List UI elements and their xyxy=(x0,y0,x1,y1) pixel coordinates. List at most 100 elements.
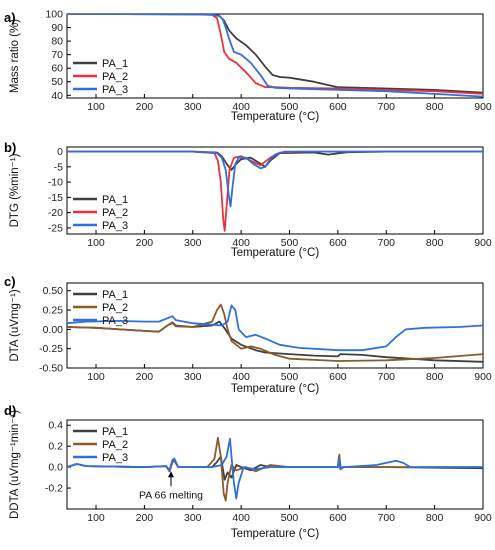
legend-label: PA_1 xyxy=(102,426,128,438)
x-tick-label: 500 xyxy=(281,512,299,524)
legend-label: PA_2 xyxy=(102,207,128,219)
x-tick-label: 300 xyxy=(184,237,202,249)
legend-label: PA_2 xyxy=(102,71,128,83)
x-tick-label: 500 xyxy=(281,371,299,383)
x-tick-label: 200 xyxy=(136,237,154,249)
x-tick-label: 700 xyxy=(377,237,395,249)
panel-b: 100 200 300 400 500 600 700 800 900 -25 -20 -15 -10 -… xyxy=(4,140,492,259)
series-line-pa-3 xyxy=(67,150,483,208)
x-tick-label: 800 xyxy=(426,237,444,249)
series-line-pa-3 xyxy=(67,14,483,98)
y-tick-label: 40 xyxy=(51,90,63,102)
x-tick-label: 300 xyxy=(184,512,202,524)
plot-frame xyxy=(66,13,484,99)
legend-label: PA_1 xyxy=(102,289,128,301)
y-axis-label: DDTA (uVmg⁻¹min⁻¹) xyxy=(9,410,21,519)
x-tick-label: 700 xyxy=(377,371,395,383)
panel-c: 100 200 300 400 500 600 700 800 900 -0.50 -0.25 0.0… xyxy=(4,274,492,395)
x-tick-label: 500 xyxy=(281,101,299,113)
x-tick-label: 400 xyxy=(232,101,250,113)
x-tick-label: 100 xyxy=(87,237,105,249)
x-tick-label: 900 xyxy=(474,101,492,113)
y-tick-label: 0 xyxy=(57,146,63,158)
y-tick-label: -0.25 xyxy=(39,343,63,355)
legend-label: PA_3 xyxy=(102,84,128,96)
legend-label: PA_1 xyxy=(102,58,128,70)
x-axis-label: Temperature (°C) xyxy=(231,528,319,540)
y-tick-label: -10 xyxy=(48,177,63,189)
legend-label: PA_2 xyxy=(102,302,128,314)
x-tick-label: 100 xyxy=(87,371,105,383)
x-tick-label: 400 xyxy=(232,237,250,249)
x-tick-label: 400 xyxy=(232,512,250,524)
x-tick-label: 100 xyxy=(87,101,105,113)
x-tick-label: 400 xyxy=(232,371,250,383)
y-tick-label: 90 xyxy=(51,22,63,34)
x-tick-label: 300 xyxy=(184,371,202,383)
plot-frame xyxy=(66,419,484,510)
plot-frame xyxy=(66,146,484,235)
x-tick-label: 900 xyxy=(474,512,492,524)
legend: PA_1PA_2PA_3 xyxy=(73,58,128,96)
panel-tag: c) xyxy=(4,274,16,289)
legend-label: PA_3 xyxy=(102,452,128,464)
series-line-pa-1 xyxy=(67,150,483,171)
y-tick-label: 0.2 xyxy=(48,441,63,453)
annotation-arrowhead xyxy=(168,471,174,478)
series-line-pa-1 xyxy=(67,14,483,94)
x-tick-label: 700 xyxy=(377,512,395,524)
x-axis-label: Temperature (°C) xyxy=(231,247,319,259)
x-tick-label: 300 xyxy=(184,101,202,113)
y-tick-label: 50 xyxy=(51,76,63,88)
x-tick-label: 600 xyxy=(329,101,347,113)
y-axis-label: Mass ratio (%) xyxy=(9,19,21,93)
legend: PA_1PA_2PA_3 xyxy=(73,194,128,232)
x-tick-label: 600 xyxy=(329,371,347,383)
panel-tag: a) xyxy=(4,10,16,25)
x-tick-label: 800 xyxy=(426,101,444,113)
series-line-pa-2 xyxy=(67,303,483,362)
y-tick-label: 0.50 xyxy=(43,285,64,297)
x-tick-label: 500 xyxy=(281,237,299,249)
x-tick-label: 600 xyxy=(329,512,347,524)
series-line-pa-2 xyxy=(67,14,483,95)
x-tick-label: 700 xyxy=(377,101,395,113)
x-tick-label: 900 xyxy=(474,237,492,249)
series-line-pa-1 xyxy=(67,455,483,481)
y-tick-label: 80 xyxy=(51,36,63,48)
y-axis-label: DTA (uVmg⁻¹) xyxy=(9,289,21,361)
y-tick-label: -20 xyxy=(48,207,63,219)
x-axis-label: Temperature (°C) xyxy=(231,111,319,123)
x-tick-label: 600 xyxy=(329,237,347,249)
legend: PA_1PA_2PA_3 xyxy=(73,289,128,327)
y-tick-label: 0.4 xyxy=(48,420,63,432)
y-axis-label: DTG (%min⁻¹) xyxy=(9,153,21,227)
x-tick-label: 200 xyxy=(136,371,154,383)
x-tick-label: 800 xyxy=(426,512,444,524)
panel-tag: d) xyxy=(4,403,16,418)
x-tick-label: 900 xyxy=(474,371,492,383)
x-tick-label: 200 xyxy=(136,512,154,524)
series-line-pa-3 xyxy=(67,304,483,352)
y-tick-label: -0.2 xyxy=(45,483,63,495)
annotation-text: PA 66 melting xyxy=(139,489,203,501)
legend-label: PA_3 xyxy=(102,220,128,232)
x-axis-label: Temperature (°C) xyxy=(231,383,319,395)
series-line-pa-3 xyxy=(67,437,483,500)
panel-d: 100 200 300 400 500 600 700 800 900 -0.2 0.0 0.2 0.4… xyxy=(4,403,492,540)
y-tick-label: 60 xyxy=(51,63,63,75)
y-tick-label: -25 xyxy=(48,222,63,234)
series-line-pa-2 xyxy=(67,150,483,232)
legend: PA_1PA_2PA_3 xyxy=(73,426,128,464)
panel-tag: b) xyxy=(4,140,16,155)
y-tick-label: -15 xyxy=(48,192,63,204)
legend-label: PA_1 xyxy=(102,194,128,206)
x-tick-label: 800 xyxy=(426,371,444,383)
x-tick-label: 100 xyxy=(87,512,105,524)
y-tick-label: 100 xyxy=(45,9,63,21)
y-tick-label: 70 xyxy=(51,49,63,61)
y-tick-label: -5 xyxy=(54,161,63,173)
y-tick-label: 0.25 xyxy=(43,305,64,317)
x-tick-label: 200 xyxy=(136,101,154,113)
